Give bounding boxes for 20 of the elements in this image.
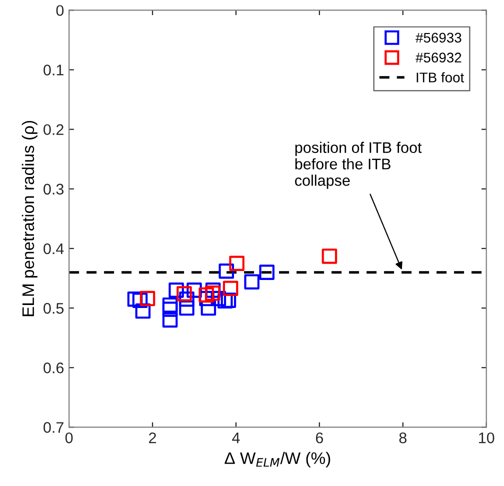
y-tick-label: 0.4: [44, 243, 64, 254]
x-axis-title: Δ W$_{ELM}$/W (%): [224, 452, 330, 468]
annotation: position of ITB foot before the ITB collapse: [295, 142, 422, 189]
y-tick-label: 0.2: [44, 124, 64, 136]
y-axis-title: ELM penetration radius (ρ): [22, 120, 38, 316]
x-tick-label: 10: [479, 432, 494, 444]
legend-label: #56933: [416, 32, 462, 43]
y-tick-label: 0.6: [44, 362, 64, 374]
y-tick-label: 0.3: [44, 184, 64, 195]
y-tick-label: 0.5: [44, 302, 64, 314]
x-tick-label: 6: [316, 432, 324, 444]
y-tick-label: 0.7: [44, 422, 64, 433]
x-tick-label: 4: [232, 432, 240, 444]
y-tick-label: 0: [56, 5, 64, 16]
legend-label: ITB foot: [416, 72, 464, 82]
x-tick-label: 0: [65, 432, 73, 444]
x-tick-label: 2: [149, 432, 156, 444]
legend-label: #56932: [416, 52, 462, 63]
y-tick-label: 0.1: [44, 64, 64, 76]
x-tick-label: 8: [399, 432, 406, 444]
